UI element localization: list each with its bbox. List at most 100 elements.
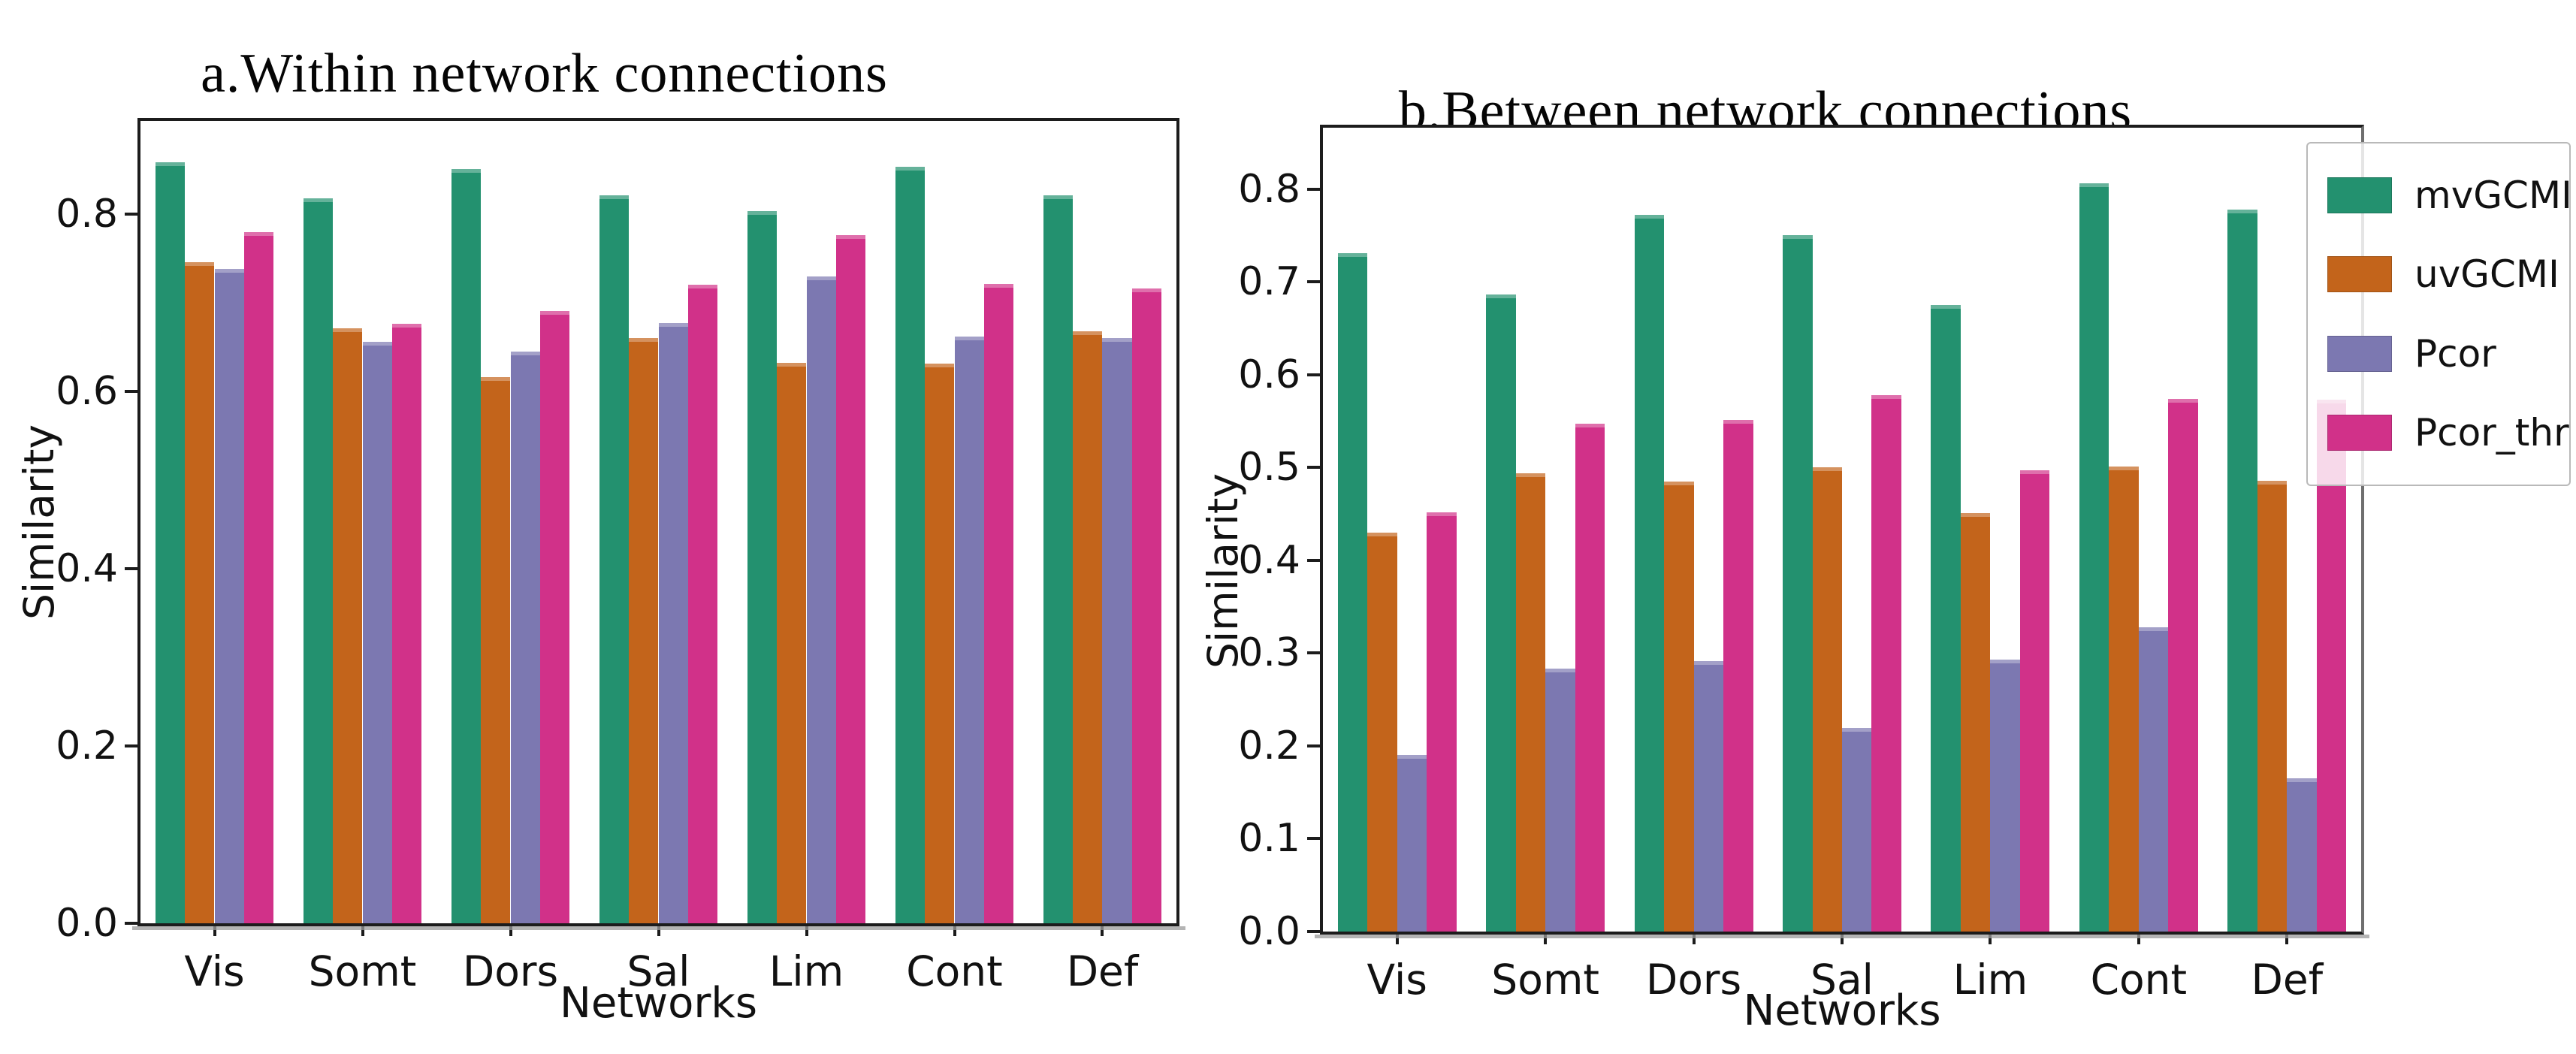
x-tick-label-Somt: Somt xyxy=(1491,956,1599,1004)
legend: mvGCMI uvGCMI Pcor Pcor_thr xyxy=(2306,142,2572,486)
legend-swatch-Pcor xyxy=(2327,335,2392,372)
bar-uvGCMI-Vis xyxy=(185,261,215,923)
y-tick-label: 0.4 xyxy=(1238,537,1300,583)
bar-mvGCMI-Sal xyxy=(1783,235,1813,932)
x-tick-label-Somt: Somt xyxy=(308,947,417,995)
bar-Pcor_thr-Cont xyxy=(2168,398,2199,932)
x-tick-label-Vis: Vis xyxy=(1367,956,1427,1004)
bar-mvGCMI-Cont xyxy=(2079,183,2109,932)
bar-Pcor_thr-Cont xyxy=(983,284,1014,923)
bar-Pcor-Lim xyxy=(1990,659,2021,932)
panel-b-axis-shadow xyxy=(1315,935,2369,938)
x-tick-label-Vis: Vis xyxy=(184,947,245,995)
y-tick-mark xyxy=(1307,558,1320,562)
panel-a-bars: 0.0 0.2 0.4 0.6 0.8 Vis Somt Dors Sal Lim Cont Def xyxy=(56,121,1176,995)
legend-row-Pcor_thr: Pcor_thr xyxy=(2327,411,2569,455)
bar-Pcor-Dors xyxy=(510,351,541,923)
x-tick-label-Def: Def xyxy=(1066,947,1139,995)
bar-mvGCMI-Dors xyxy=(451,168,482,923)
legend-swatch-mvGCMI xyxy=(2327,177,2392,213)
legend-label-uvGCMI: uvGCMI xyxy=(2414,252,2559,297)
bar-Pcor-Def xyxy=(1102,338,1133,923)
y-tick-label: 0.2 xyxy=(56,723,118,769)
bar-Pcor_thr-Somt xyxy=(391,324,422,923)
bar-mvGCMI-Lim xyxy=(1931,305,1961,932)
panel-a-xlabel: Networks xyxy=(560,979,757,1028)
y-tick-label: 0.8 xyxy=(1238,166,1300,212)
y-tick-label: 0.3 xyxy=(1238,630,1300,676)
bar-Pcor_thr-Somt xyxy=(1575,424,1605,932)
y-tick-mark xyxy=(1307,187,1320,191)
x-tick-label-Sal: Sal xyxy=(627,947,690,995)
bar-Pcor-Cont xyxy=(2138,627,2169,932)
bar-Pcor_thr-Dors xyxy=(1723,420,1754,932)
y-tick-mark xyxy=(1307,837,1320,841)
bar-uvGCMI-Somt xyxy=(333,328,363,923)
bar-mvGCMI-Vis xyxy=(155,162,186,923)
legend-row-uvGCMI: uvGCMI xyxy=(2327,252,2562,296)
y-tick-mark xyxy=(125,744,137,747)
y-tick-label: 0.8 xyxy=(56,191,118,237)
y-tick-label: 0.5 xyxy=(1238,445,1300,491)
bar-Pcor-Lim xyxy=(806,276,837,923)
panel-a-plot-area: 0.0 0.2 0.4 0.6 0.8 Vis Somt Dors Sal Lim Cont Def xyxy=(56,118,1179,995)
bar-Pcor_thr-Def xyxy=(1131,288,1162,923)
bar-mvGCMI-Vis xyxy=(1337,252,1368,932)
bar-Pcor-Somt xyxy=(362,341,393,923)
bar-Pcor_thr-Lim xyxy=(835,235,866,923)
bar-Pcor_thr-Vis xyxy=(243,231,274,923)
legend-row-mvGCMI: mvGCMI xyxy=(2327,174,2572,217)
y-tick-label: 0.6 xyxy=(56,368,118,414)
legend-label-Pcor_thr: Pcor_thr xyxy=(2414,411,2569,455)
legend-swatch-Pcor_thr xyxy=(2327,415,2392,451)
y-tick-mark xyxy=(1307,930,1320,933)
bar-uvGCMI-Dors xyxy=(1664,481,1695,932)
legend-row-Pcor: Pcor xyxy=(2327,332,2562,376)
bar-Pcor-Dors xyxy=(1693,661,1724,932)
bar-uvGCMI-Sal xyxy=(629,338,659,923)
bar-Pcor_thr-Vis xyxy=(1427,512,1457,932)
bar-uvGCMI-Vis xyxy=(1367,532,1398,932)
panel-a-axis-shadow xyxy=(132,926,1185,930)
bar-uvGCMI-Lim xyxy=(1960,512,1991,932)
bar-Pcor-Cont xyxy=(954,336,985,923)
x-tick-label-Lim: Lim xyxy=(1952,956,2028,1004)
bar-mvGCMI-Cont xyxy=(895,167,926,923)
bar-Pcor-Vis xyxy=(214,269,245,923)
x-tick-label-Sal: Sal xyxy=(1810,956,1874,1004)
bar-mvGCMI-Lim xyxy=(747,211,778,923)
legend-swatch-uvGCMI xyxy=(2327,256,2392,293)
x-tick-label-Lim: Lim xyxy=(769,947,844,995)
y-tick-mark xyxy=(1307,466,1320,470)
bar-uvGCMI-Def xyxy=(1073,331,1103,923)
x-tick-label-Def: Def xyxy=(2251,956,2324,1004)
y-tick-label: 0.0 xyxy=(1238,909,1300,954)
bar-Pcor_thr-Def xyxy=(2316,400,2347,932)
y-tick-label: 0.1 xyxy=(1238,816,1300,862)
bar-Pcor-Def xyxy=(2287,778,2318,932)
y-tick-mark xyxy=(125,212,137,216)
bar-mvGCMI-Somt xyxy=(303,198,334,923)
bar-Pcor_thr-Dors xyxy=(539,310,570,923)
y-tick-label: 0.0 xyxy=(56,901,118,946)
y-tick-mark xyxy=(125,566,137,570)
y-tick-mark xyxy=(1307,651,1320,655)
bar-Pcor-Sal xyxy=(1842,728,1872,932)
y-tick-mark xyxy=(125,389,137,393)
y-tick-label: 0.6 xyxy=(1238,352,1300,397)
bar-mvGCMI-Def xyxy=(2227,209,2258,932)
bar-uvGCMI-Cont xyxy=(925,364,955,923)
bar-uvGCMI-Somt xyxy=(1515,473,1546,932)
panel-b-bars: 0.0 0.1 0.2 0.3 0.4 0.5 0.6 0.7 0.8 Vis Somt Dors Sa… xyxy=(1238,128,2361,1004)
bar-Pcor_thr-Sal xyxy=(687,285,718,923)
y-tick-mark xyxy=(125,922,137,925)
bar-mvGCMI-Def xyxy=(1043,195,1074,923)
bar-mvGCMI-Sal xyxy=(599,195,630,923)
panel-a-title: a.Within network connections xyxy=(201,43,888,104)
bar-mvGCMI-Dors xyxy=(1634,215,1665,932)
bar-mvGCMI-Somt xyxy=(1486,294,1517,932)
y-tick-mark xyxy=(1307,373,1320,376)
panel-b-plot-area: 0.0 0.1 0.2 0.3 0.4 0.5 0.6 0.7 0.8 Vis Somt Dors Sa… xyxy=(1238,125,2364,1004)
bar-Pcor-Vis xyxy=(1397,755,1427,932)
